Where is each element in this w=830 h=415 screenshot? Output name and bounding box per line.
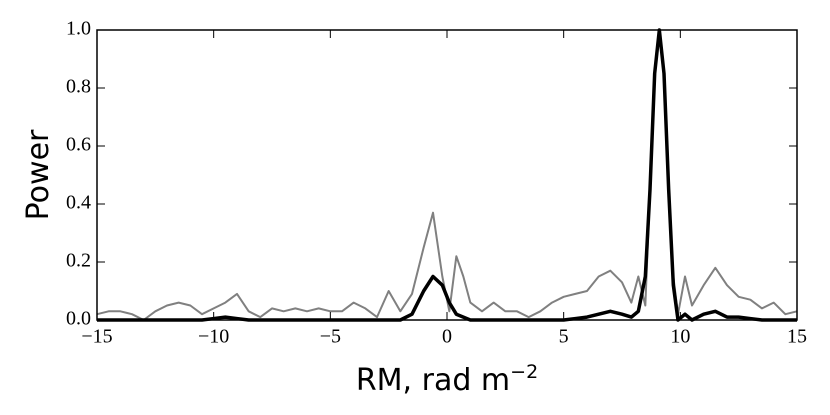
- y-tick-label: 1.0: [66, 18, 91, 40]
- x-tick-label: 15: [787, 326, 807, 348]
- x-axis-label-superscript: −2: [510, 361, 538, 383]
- y-tick-label: 0.6: [66, 134, 91, 156]
- plot-frame: [96, 29, 798, 321]
- x-tick-label: −10: [198, 326, 229, 348]
- x-tick-label: −15: [81, 326, 112, 348]
- x-tick-label: −5: [320, 326, 341, 348]
- data-line: [96, 29, 798, 321]
- y-tick-label: 0.2: [66, 250, 91, 272]
- y-tick-label: 0.4: [66, 192, 91, 214]
- y-axis-label: Power: [21, 129, 56, 220]
- x-tick-label: 10: [670, 326, 690, 348]
- x-axis-label: RM, rad m−2: [356, 361, 538, 398]
- y-tick-label: 0.0: [66, 308, 91, 330]
- y-tick-label: 0.8: [66, 76, 91, 98]
- x-tick-label: 0: [442, 326, 452, 348]
- x-axis-label-main: RM, rad m: [356, 363, 510, 398]
- data-line: [97, 28, 797, 322]
- x-tick-label: 5: [559, 326, 569, 348]
